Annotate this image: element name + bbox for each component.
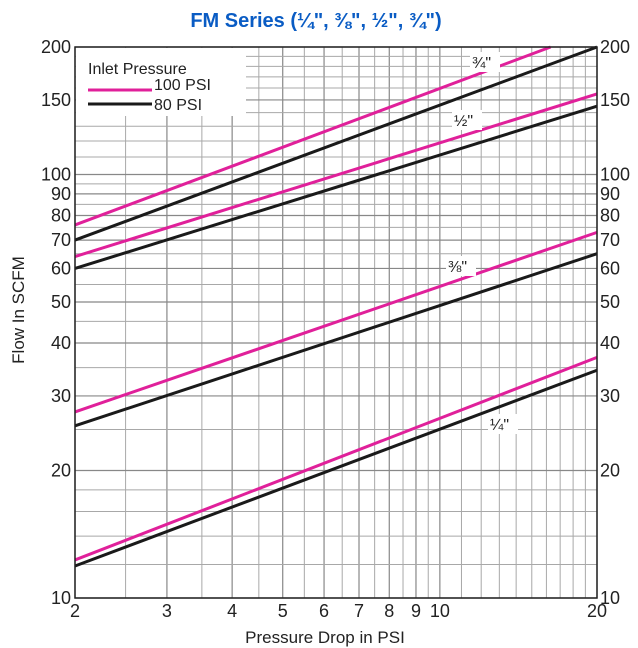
series-line-4 [74, 230, 598, 414]
y-tick-label-right: 20 [600, 461, 620, 481]
series-line-2 [74, 92, 598, 259]
legend-label-100-psi: 100 PSI [154, 77, 211, 94]
legend: Inlet Pressure 100 PSI 80 PSI [76, 48, 246, 116]
x-tick-label: 5 [278, 601, 288, 621]
series-lines [74, 45, 598, 568]
y-tick-label-right: 40 [600, 333, 620, 353]
y-tick-label-left: 60 [51, 258, 71, 278]
y-tick-label-right: 50 [600, 292, 620, 312]
x-tick-label: 2 [70, 601, 80, 621]
y-tick-label-right: 150 [600, 90, 630, 110]
x-tick-label: 20 [587, 601, 607, 621]
y-tick-label-right: 200 [600, 37, 630, 57]
y-tick-label-left: 50 [51, 292, 71, 312]
y-tick-label-left: 20 [51, 461, 71, 481]
series-line-5 [74, 252, 598, 428]
y-tick-label-right: 30 [600, 386, 620, 406]
size-label-bg-3-8 [446, 256, 476, 276]
x-tick-label: 9 [411, 601, 421, 621]
series-line-0 [74, 45, 552, 227]
size-label-1-2: ½" [454, 113, 473, 130]
series-line-7 [74, 368, 598, 568]
y-tick-label-left: 30 [51, 386, 71, 406]
x-tick-label: 8 [384, 601, 394, 621]
y-tick-label-right: 60 [600, 258, 620, 278]
x-tick-label: 4 [227, 601, 237, 621]
y-tick-label-right: 80 [600, 206, 620, 226]
size-label-1-4: ¼" [490, 417, 509, 434]
size-label-bg-1-4 [488, 414, 518, 434]
x-axis-label: Pressure Drop in PSI [245, 628, 405, 647]
size-label-bg-1-2 [452, 110, 482, 130]
x-tick-label: 6 [319, 601, 329, 621]
series-line-6 [74, 355, 598, 562]
y-tick-label-left: 90 [51, 184, 71, 204]
size-label-bg-3-4 [470, 52, 500, 72]
y-tick-label-left: 70 [51, 230, 71, 250]
y-tick-label-right: 70 [600, 230, 620, 250]
y-tick-label-right: 10 [600, 588, 620, 608]
plot-frame [74, 46, 598, 599]
y-tick-label-left: 10 [51, 588, 71, 608]
chart-title: FM Series (¼", ⅜", ½", ¾") [190, 10, 441, 32]
y-tick-label-left: 150 [41, 90, 71, 110]
legend-title: Inlet Pressure [88, 61, 187, 78]
size-labels: ¾" ½" ⅜" ¼" [446, 52, 518, 434]
size-label-3-8: ⅜" [448, 259, 467, 276]
y-tick-label-left: 100 [41, 164, 71, 184]
x-axis-ticks: 2 3 4 5 6 7 8 9 10 20 [70, 601, 607, 621]
y-tick-label-right: 90 [600, 184, 620, 204]
size-label-3-4: ¾" [472, 55, 491, 72]
legend-label-80-psi: 80 PSI [154, 97, 202, 114]
series-line-1 [74, 45, 598, 242]
y-tick-label-left: 80 [51, 206, 71, 226]
x-tick-label: 10 [430, 601, 450, 621]
y-tick-label-left: 200 [41, 37, 71, 57]
y-tick-label-left: 40 [51, 333, 71, 353]
y-tick-label-right: 100 [600, 164, 630, 184]
x-tick-label: 7 [354, 601, 364, 621]
y-axis-label: Flow In SCFM [9, 256, 28, 364]
x-tick-label: 3 [162, 601, 172, 621]
series-line-3 [74, 104, 598, 270]
